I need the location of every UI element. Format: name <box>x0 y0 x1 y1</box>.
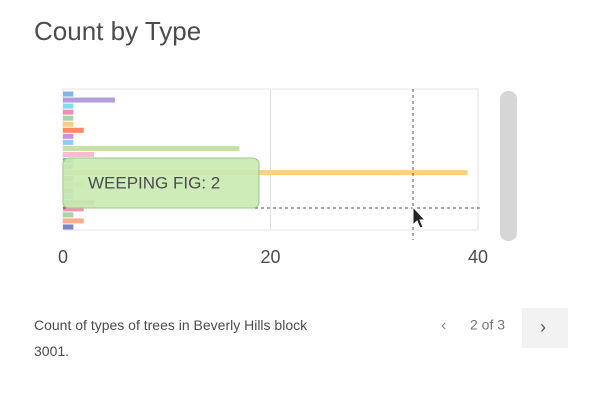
prev-page[interactable]: ‹ <box>441 317 446 334</box>
tooltip-text: WEEPING FIG: 2 <box>88 173 220 192</box>
bar <box>63 224 74 230</box>
bar <box>63 115 74 121</box>
next-page-button[interactable] <box>522 308 568 348</box>
page-indicator: 2 of 3 <box>470 317 505 333</box>
bar <box>63 97 115 103</box>
x-tick-label: 40 <box>468 247 488 267</box>
chart-title: Count by Type <box>34 16 201 46</box>
bar <box>63 139 74 145</box>
x-tick-label: 20 <box>260 247 280 267</box>
bar <box>63 151 95 157</box>
next-page[interactable]: › <box>540 317 546 337</box>
bar <box>63 212 74 218</box>
bar <box>63 121 74 127</box>
x-tick-label: 0 <box>58 247 68 267</box>
bar <box>63 109 74 115</box>
bar <box>63 133 74 139</box>
bar <box>63 145 240 151</box>
bar <box>63 206 84 212</box>
bar <box>63 170 468 176</box>
tooltip <box>62 157 260 209</box>
bar <box>63 218 84 224</box>
bar <box>63 103 74 109</box>
bar <box>63 91 74 97</box>
cursor <box>412 205 427 229</box>
scrollbar[interactable] <box>500 91 517 241</box>
caption: Count of types of trees in Beverly Hills… <box>34 317 308 359</box>
bar <box>63 127 84 133</box>
